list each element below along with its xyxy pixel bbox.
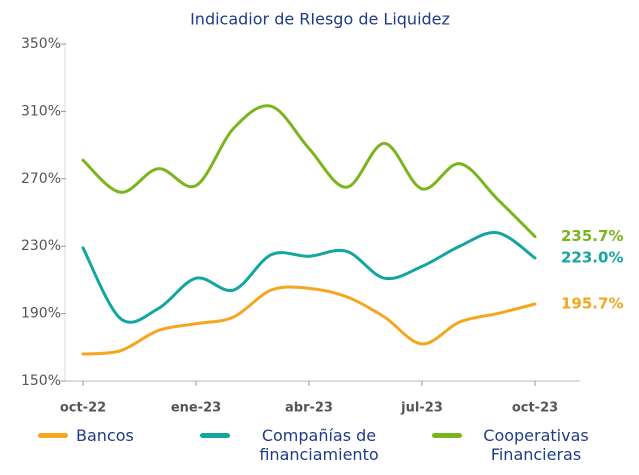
- legend-item: Bancos: [38, 426, 134, 445]
- legend-item: Cooperativas Financieras: [432, 426, 602, 464]
- chart: Indicadior de RIesgo de Liquidez 150% 190…: [21, 10, 624, 416]
- legend-swatch: [38, 433, 68, 438]
- x-tick-label: jul-23: [400, 401, 443, 416]
- value-label: 195.7%: [561, 294, 623, 312]
- series-line: [81, 104, 537, 239]
- legend-label: Cooperativas Financieras: [483, 426, 589, 464]
- x-tick-label: oct-23: [512, 401, 558, 416]
- y-tick-label: 230%: [21, 238, 61, 254]
- series-line: [81, 285, 537, 356]
- x-tick-label: oct-22: [60, 401, 106, 416]
- y-tick-label: 350%: [21, 36, 61, 52]
- legend-label: Bancos: [76, 426, 134, 445]
- chart-title: Indicadior de RIesgo de Liquidez: [190, 10, 450, 29]
- legend-label: Compañías de financiamiento: [259, 426, 379, 464]
- x-tick-label: abr-23: [285, 401, 333, 416]
- series-line: [81, 231, 537, 324]
- legend-item: Compañías de financiamiento: [200, 426, 400, 464]
- y-tick-label: 310%: [21, 103, 61, 119]
- value-label: 235.7%: [561, 227, 623, 245]
- y-tick-label: 270%: [21, 171, 61, 187]
- y-tick-label: 190%: [21, 306, 61, 322]
- legend-swatch: [200, 433, 230, 438]
- x-tick-label: ene-23: [171, 401, 221, 416]
- value-label: 223.0%: [561, 248, 623, 266]
- y-tick-label: 150%: [21, 373, 61, 389]
- legend-swatch: [432, 433, 462, 438]
